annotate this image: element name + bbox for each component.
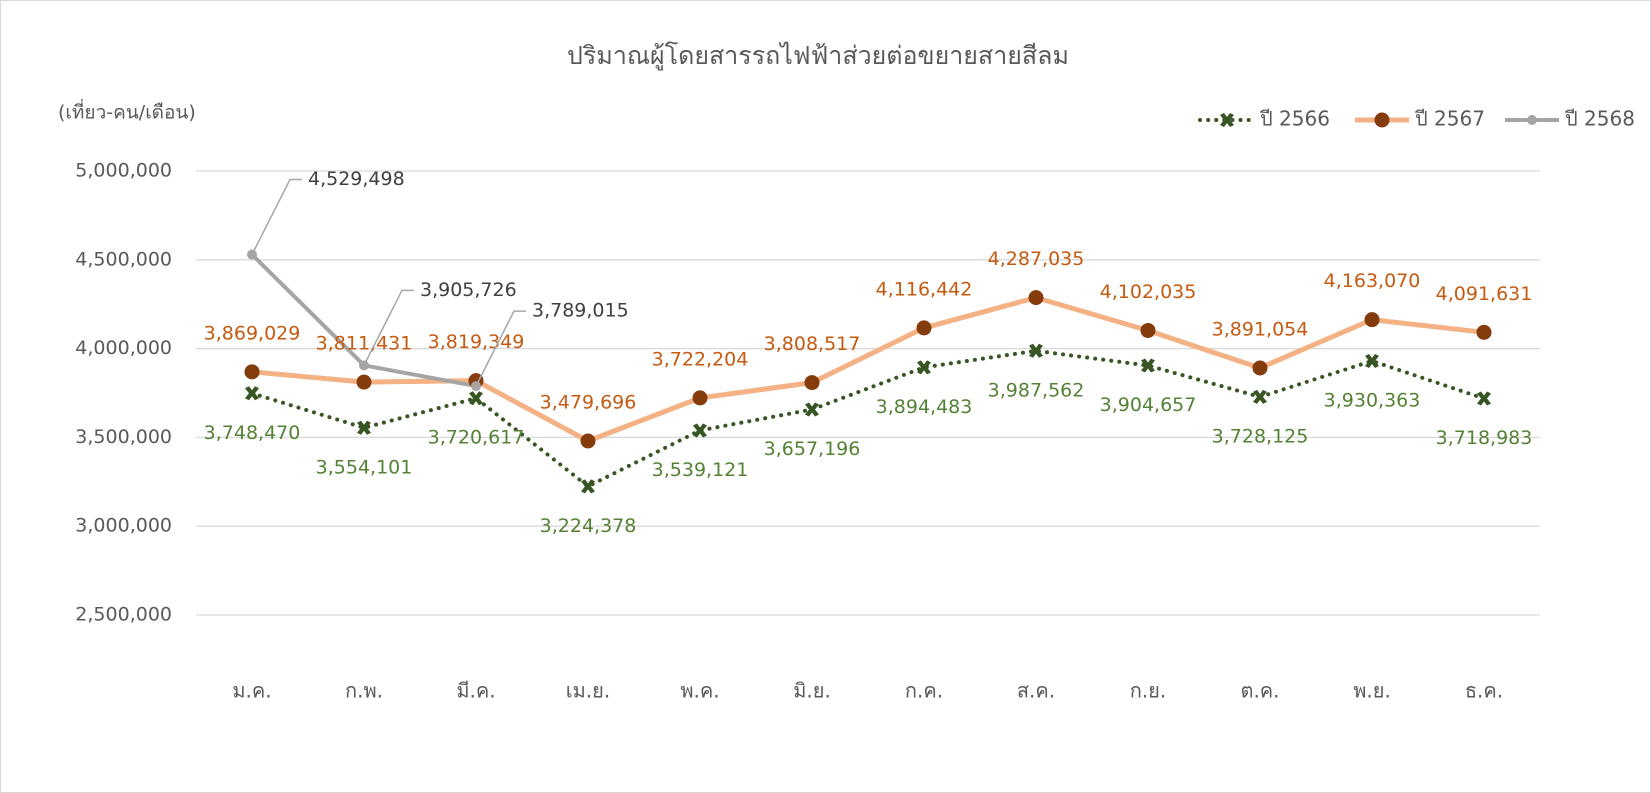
y-tick-label: 2,500,000	[75, 604, 172, 626]
x-tick-label: ต.ค.	[1240, 679, 1279, 703]
x-tick-label: มี.ค.	[456, 679, 495, 703]
marker	[1476, 324, 1492, 340]
marker	[245, 386, 259, 401]
x-tick-label: ก.ค.	[905, 679, 943, 703]
data-label: 3,905,726	[420, 279, 517, 301]
marker	[693, 423, 707, 438]
marker	[917, 360, 931, 375]
marker	[1028, 290, 1044, 306]
data-label: 3,808,517	[764, 333, 861, 355]
y-tick-label: 5,000,000	[75, 160, 172, 182]
marker	[357, 420, 371, 435]
data-label: 3,748,470	[204, 422, 301, 444]
data-label: 3,789,015	[532, 300, 629, 322]
x-tick-label: ก.ย.	[1130, 679, 1167, 703]
data-label: 3,224,378	[540, 515, 637, 537]
legend-marker	[1527, 115, 1537, 125]
y-axis-label: (เที่ยว-คน/เดือน)	[58, 99, 196, 124]
y-tick-label: 4,000,000	[75, 337, 172, 359]
x-tick-label: พ.ย.	[1353, 679, 1391, 703]
data-label: 3,722,204	[652, 348, 749, 370]
data-label: 4,163,070	[1324, 270, 1421, 292]
marker	[1252, 360, 1268, 376]
data-label: 3,539,121	[652, 459, 749, 481]
x-tick-label: ส.ค.	[1017, 679, 1055, 703]
data-label: 3,894,483	[876, 396, 973, 418]
y-tick-label: 3,000,000	[75, 515, 172, 537]
data-label: 3,819,349	[428, 331, 525, 353]
marker	[1029, 343, 1043, 358]
data-label: 3,479,696	[540, 392, 637, 414]
leader-line	[363, 289, 414, 366]
data-label: 3,869,029	[204, 322, 301, 344]
data-label: 3,891,054	[1212, 318, 1309, 340]
y-tick-label: 4,500,000	[75, 248, 172, 270]
legend-label: ปี 2568	[1565, 107, 1635, 131]
legend-marker	[1220, 113, 1234, 127]
chart-title: ปริมาณผู้โดยสารรถไฟฟ้าส่วยต่อขยายสายสีลม	[567, 41, 1069, 71]
legend-label: ปี 2566	[1260, 107, 1330, 131]
data-label: 4,287,035	[988, 248, 1085, 270]
marker	[1141, 358, 1155, 373]
data-label: 3,554,101	[316, 456, 413, 478]
marker	[804, 375, 820, 391]
legend-marker	[1374, 112, 1390, 128]
marker	[916, 320, 932, 336]
x-tick-label: มิ.ย.	[793, 679, 831, 703]
data-label: 3,904,657	[1100, 394, 1197, 416]
marker	[580, 433, 596, 449]
marker	[1477, 391, 1491, 406]
data-label: 3,718,983	[1436, 427, 1533, 449]
data-label: 3,657,196	[764, 438, 861, 460]
data-label: 3,811,431	[316, 333, 413, 355]
y-tick-label: 3,500,000	[75, 426, 172, 448]
legend-label: ปี 2567	[1415, 107, 1485, 131]
leader-line	[475, 310, 526, 387]
marker	[1253, 389, 1267, 404]
data-label: 4,091,631	[1436, 283, 1533, 305]
x-tick-label: ธ.ค.	[1465, 679, 1503, 703]
data-label: 3,720,617	[428, 427, 525, 449]
x-tick-label: ม.ค.	[232, 679, 271, 703]
marker	[244, 364, 260, 380]
marker	[692, 390, 708, 406]
data-label: 3,987,562	[988, 379, 1085, 401]
data-label: 3,930,363	[1324, 389, 1421, 411]
x-tick-label: พ.ค.	[680, 679, 719, 703]
marker	[1364, 312, 1380, 328]
marker	[581, 479, 595, 494]
x-tick-label: เม.ย.	[566, 679, 610, 703]
data-label: 3,728,125	[1212, 425, 1309, 447]
marker	[805, 402, 819, 417]
marker	[1365, 353, 1379, 368]
marker	[469, 391, 483, 406]
data-label: 4,102,035	[1100, 281, 1197, 303]
leader-line	[251, 178, 302, 255]
marker	[1140, 322, 1156, 338]
data-label: 4,529,498	[308, 168, 405, 190]
data-label: 4,116,442	[876, 278, 973, 300]
x-tick-label: ก.พ.	[345, 679, 383, 703]
marker	[356, 374, 372, 390]
